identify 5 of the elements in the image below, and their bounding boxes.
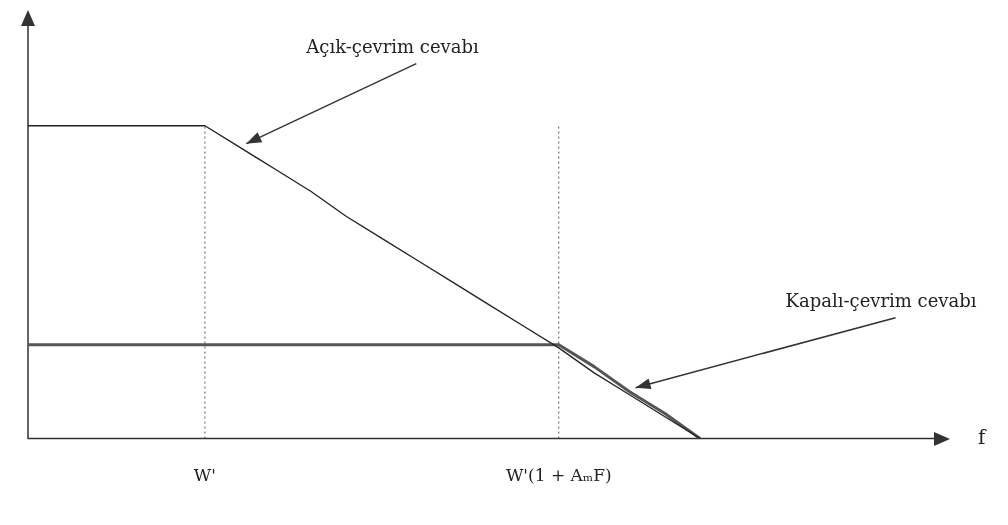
text: Kapalı-çevrim cevabı <box>785 290 977 312</box>
x-tick-label: W' <box>193 465 216 486</box>
x-axis-title: f <box>978 424 987 449</box>
text: Açık-çevrim cevabı <box>305 36 480 58</box>
x-tick-label: W'(1 + AₘF) <box>505 465 612 486</box>
